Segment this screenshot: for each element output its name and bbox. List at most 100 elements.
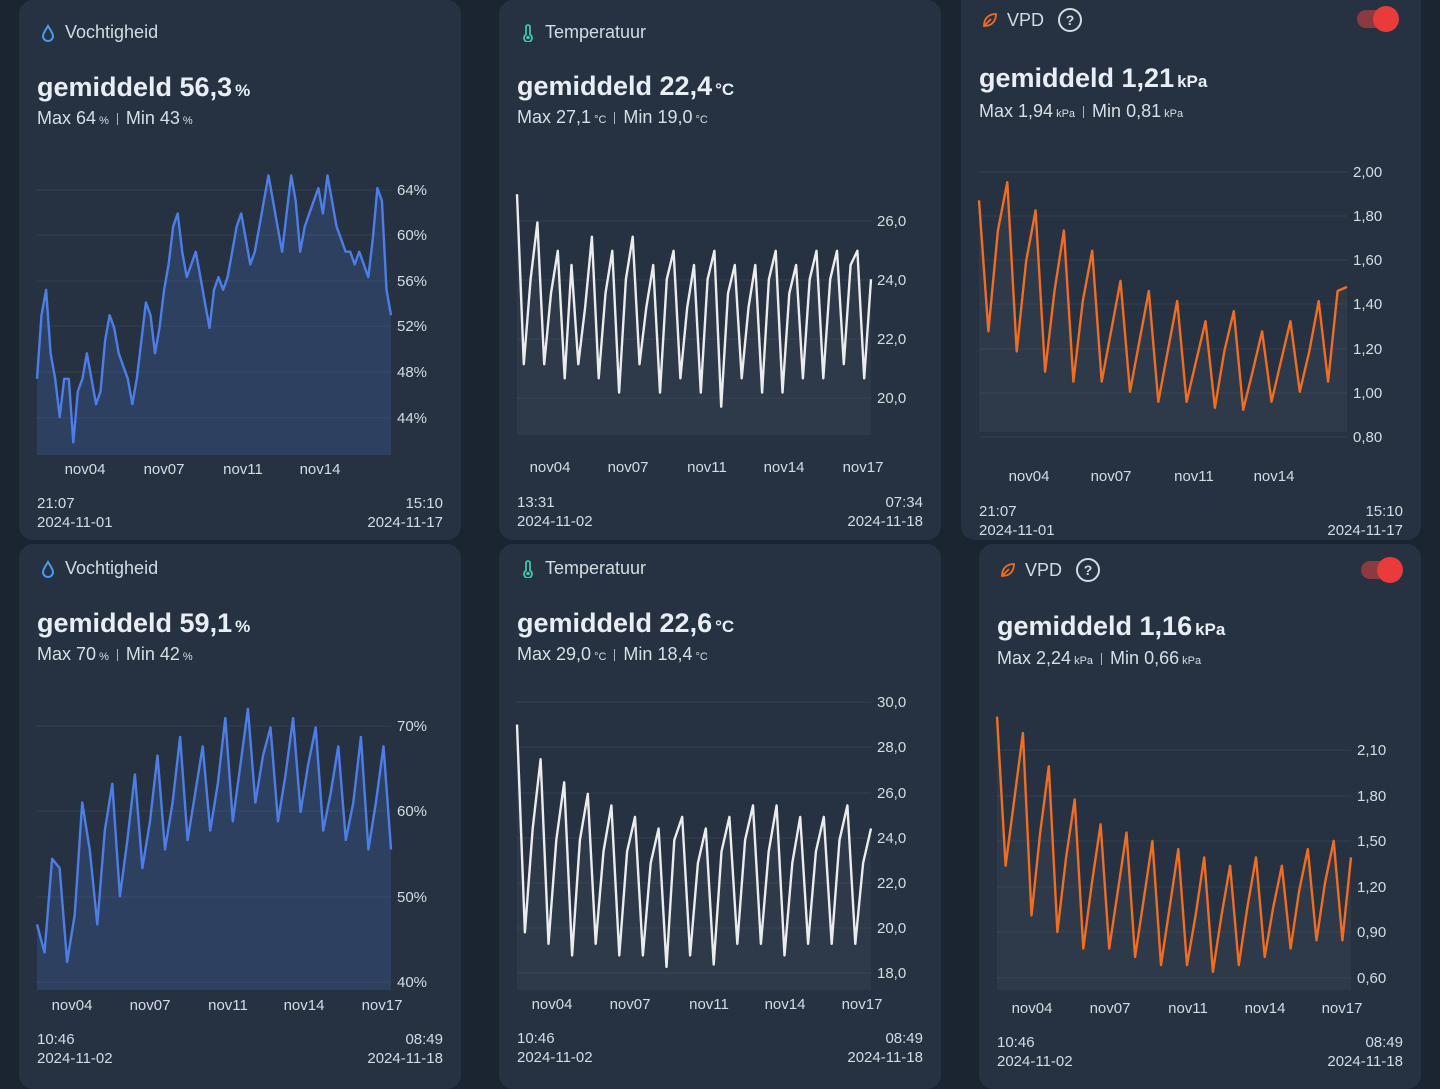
end-timestamp: 08:49 2024-11-18 xyxy=(367,1031,443,1067)
temperature-chart[interactable]: 20,0 22,0 24,0 26,0 nov04 nov07 nov11 nov14 nov1… xyxy=(499,0,941,540)
vpd-chart[interactable]: 0,80 1,00 1,20 1,40 1,60 1,80 2,00 nov04 nov07 no… xyxy=(961,0,1421,540)
y-tick-label: 1,80 xyxy=(1357,788,1386,805)
series-line xyxy=(515,194,873,408)
x-tick-label: nov11 xyxy=(689,996,729,1013)
x-tick-label: nov17 xyxy=(843,459,884,476)
x-tick-label: nov04 xyxy=(532,996,573,1013)
thermometer-icon xyxy=(523,23,533,42)
min-max: Max 70% Min 42% xyxy=(37,644,193,664)
x-tick-label: nov14 xyxy=(284,997,325,1014)
end-timestamp: 15:10 2024-11-17 xyxy=(1327,503,1403,539)
y-tick-label: 52% xyxy=(397,318,427,335)
y-tick-label: 44% xyxy=(397,410,427,427)
help-icon[interactable]: ? xyxy=(1076,558,1101,582)
vpd-chart[interactable]: 0,60 0,90 1,20 1,50 1,80 2,10 nov04 nov07 nov11 n… xyxy=(979,544,1421,1089)
y-tick-label: 1,20 xyxy=(1353,341,1382,358)
y-tick-label: 1,80 xyxy=(1353,208,1382,225)
series-line xyxy=(515,724,873,969)
y-tick-label: 1,60 xyxy=(1353,252,1382,269)
series-area xyxy=(979,182,1347,432)
card-title: Temperatuur xyxy=(545,558,647,578)
y-tick-label: 0,80 xyxy=(1353,429,1382,446)
start-timestamp: 21:07 2024-11-01 xyxy=(979,503,1055,539)
vpd-toggle[interactable] xyxy=(1357,6,1399,32)
x-tick-label: nov11 xyxy=(208,997,248,1014)
series-line xyxy=(995,716,1353,973)
card-header: Temperatuur xyxy=(519,22,646,43)
x-tick-label: nov04 xyxy=(1009,468,1050,485)
card-title: Vochtigheid xyxy=(65,22,159,42)
x-tick-label: nov04 xyxy=(1012,1000,1053,1017)
y-tick-label: 24,0 xyxy=(877,830,906,847)
start-timestamp: 13:31 2024-11-02 xyxy=(517,494,593,530)
humidity-card-2[interactable]: Vochtigheid gemiddeld 59,1% Max 70% Min 4… xyxy=(19,544,461,1089)
y-tick-label: 24,0 xyxy=(877,272,906,289)
card-title: Vochtigheid xyxy=(65,558,159,578)
series-area xyxy=(517,194,871,435)
x-tick-label: nov11 xyxy=(1174,468,1214,485)
vpd-card-2[interactable]: VPD ? gemiddeld 1,16 kPa Max 2,24 kPa Min 0… xyxy=(979,544,1421,1089)
series-area xyxy=(37,175,391,455)
average-value: gemiddeld 22,4 °C xyxy=(517,71,735,101)
x-tick-label: nov17 xyxy=(1322,1000,1363,1017)
humidity-card-1[interactable]: Vochtigheid gemiddeld 56,3% Max 64% Min 4… xyxy=(19,0,461,540)
y-tick-label: 18,0 xyxy=(877,965,906,982)
water-drop-icon xyxy=(41,23,55,42)
x-tick-label: nov04 xyxy=(52,997,93,1014)
y-tick-label: 2,00 xyxy=(1353,164,1382,181)
temperature-card-1[interactable]: Temperatuur gemiddeld 22,4 °C Max 27,1 °C M… xyxy=(499,0,941,540)
vpd-toggle[interactable] xyxy=(1361,557,1403,583)
thermometer-icon xyxy=(523,559,533,578)
x-tick-label: nov14 xyxy=(765,996,806,1013)
y-tick-label: 2,10 xyxy=(1357,742,1386,759)
y-tick-label: 70% xyxy=(397,718,427,735)
temperature-card-2[interactable]: Temperatuur gemiddeld 22,6 °C Max 29,0 °C M… xyxy=(499,544,941,1089)
card-title: VPD xyxy=(1025,559,1063,580)
x-tick-label: nov07 xyxy=(610,996,651,1013)
x-tick-label: nov14 xyxy=(1254,468,1295,485)
y-tick-label: 26,0 xyxy=(877,213,906,230)
series-area xyxy=(517,724,871,990)
x-tick-label: nov17 xyxy=(842,996,883,1013)
y-tick-label: 64% xyxy=(397,182,427,199)
y-tick-label: 40% xyxy=(397,974,427,991)
y-tick-label: 1,20 xyxy=(1357,879,1386,896)
average-value: gemiddeld 22,6 °C xyxy=(517,608,735,638)
vpd-card-1[interactable]: VPD ? gemiddeld 1,21 kPa Max 1,94 kPa Min 0… xyxy=(961,0,1421,540)
humidity-chart[interactable]: 40% 50% 60% 70% nov04 nov07 nov11 nov14 nov17 xyxy=(19,544,461,1089)
y-tick-label: 1,00 xyxy=(1353,385,1382,402)
series-area xyxy=(37,708,391,990)
x-tick-label: nov07 xyxy=(608,459,649,476)
card-header: VPD ? xyxy=(999,558,1101,582)
x-tick-label: nov14 xyxy=(300,461,341,478)
average-value: gemiddeld 59,1% xyxy=(37,608,251,638)
humidity-chart[interactable]: 44% 48% 52% 56% 60% 64% nov04 nov07 nov11 nov14 xyxy=(19,0,461,540)
y-tick-label: 60% xyxy=(397,803,427,820)
end-timestamp: 15:10 2024-11-17 xyxy=(367,495,443,531)
card-header: VPD ? xyxy=(981,8,1083,32)
start-timestamp: 10:46 2024-11-02 xyxy=(37,1031,113,1067)
min-max: Max 64% Min 43% xyxy=(37,108,193,128)
y-tick-label: 22,0 xyxy=(877,331,906,348)
end-timestamp: 07:34 2024-11-18 xyxy=(847,494,923,530)
y-tick-label: 60% xyxy=(397,227,427,244)
min-max: Max 29,0 °C Min 18,4 °C xyxy=(517,644,708,664)
y-tick-label: 0,90 xyxy=(1357,924,1386,941)
average-value: gemiddeld 1,21 kPa xyxy=(979,63,1208,93)
y-tick-label: 56% xyxy=(397,273,427,290)
y-tick-label: 20,0 xyxy=(877,920,906,937)
x-tick-label: nov07 xyxy=(130,997,171,1014)
card-header: Vochtigheid xyxy=(39,558,158,579)
y-tick-label: 28,0 xyxy=(877,739,906,756)
y-tick-label: 30,0 xyxy=(877,694,906,711)
card-header: Vochtigheid xyxy=(39,22,158,43)
x-tick-label: nov11 xyxy=(223,461,263,478)
x-tick-label: nov04 xyxy=(65,461,106,478)
leaf-icon xyxy=(983,13,997,27)
temperature-chart[interactable]: 18,0 20,0 22,0 24,0 26,0 28,0 30,0 nov04 nov07 no… xyxy=(499,544,941,1089)
y-tick-label: 1,50 xyxy=(1357,833,1386,850)
help-icon[interactable]: ? xyxy=(1058,8,1083,32)
x-tick-label: nov11 xyxy=(1168,1000,1208,1017)
x-tick-label: nov04 xyxy=(530,459,571,476)
series-line xyxy=(977,180,1348,411)
